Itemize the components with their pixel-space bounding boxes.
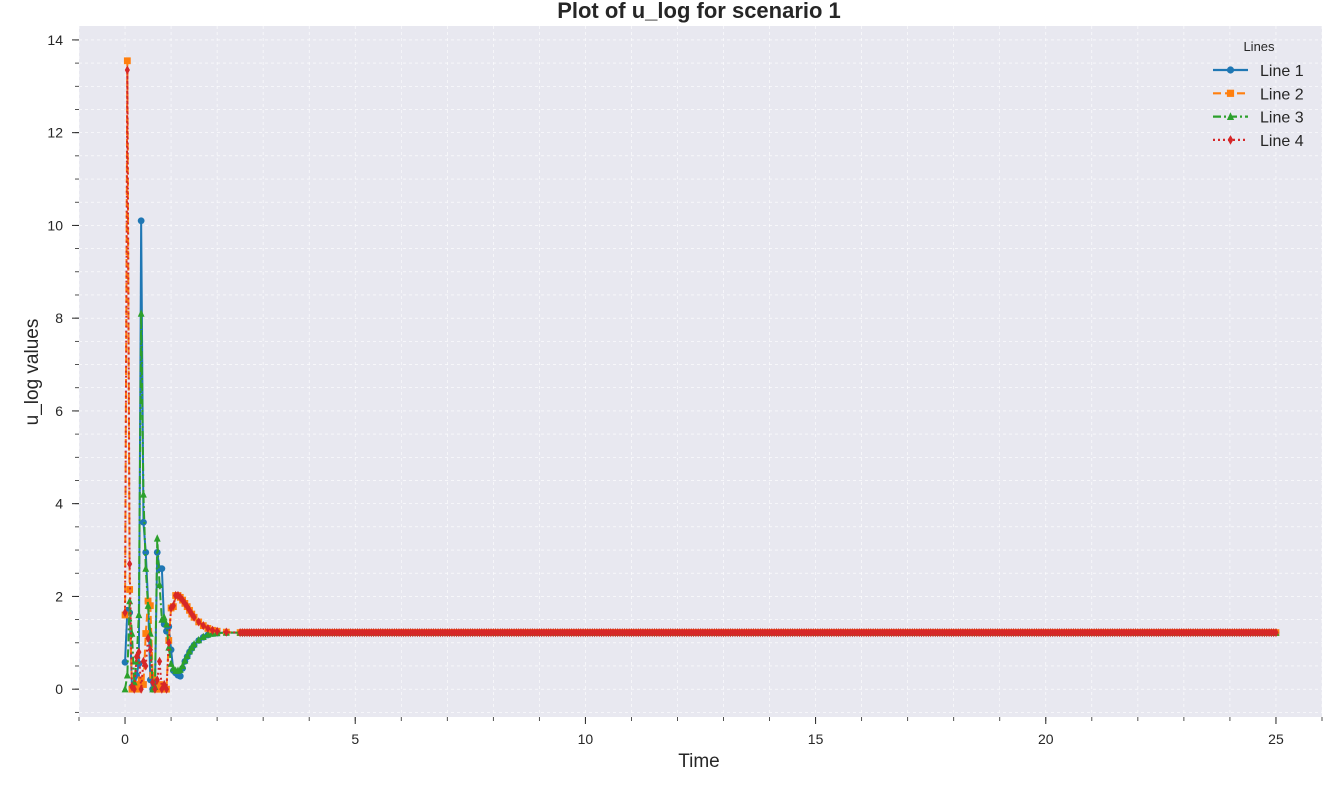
- data-point: [186, 646, 193, 655]
- data-point: [167, 659, 175, 667]
- data-point: [121, 658, 129, 666]
- data-point: [144, 601, 152, 609]
- data-point: [145, 633, 151, 643]
- data-point: [142, 548, 150, 556]
- data-point: [160, 613, 168, 621]
- legend-swatch-marker: [1227, 135, 1234, 145]
- legend-swatch-marker: [1226, 89, 1235, 97]
- legend-title: Lines: [1243, 39, 1275, 54]
- data-point: [156, 681, 163, 688]
- x-axis-label: Time: [678, 751, 720, 772]
- x-tick-label: 25: [1268, 731, 1284, 747]
- data-point: [199, 632, 207, 640]
- x-tick-label: 5: [351, 731, 359, 747]
- data-point: [184, 602, 190, 612]
- legend-label: Line 1: [1260, 63, 1304, 80]
- data-point: [179, 661, 186, 670]
- data-point: [205, 623, 211, 634]
- data-point: [142, 564, 150, 572]
- data-point: [176, 672, 184, 680]
- data-point: [127, 559, 133, 569]
- legend: Lines Line 1 Line 2 Line 3 Line 4: [1213, 39, 1304, 150]
- data-point: [170, 601, 176, 611]
- data-point: [168, 603, 174, 613]
- y-tick-label: 2: [55, 588, 63, 604]
- data-point: [142, 630, 150, 637]
- data-point: [135, 610, 143, 619]
- legend-label: Line 3: [1260, 110, 1304, 127]
- y-tick-label: 10: [47, 217, 63, 233]
- data-point: [156, 580, 163, 589]
- y-tick-label: 12: [47, 125, 63, 141]
- data-point: [195, 635, 203, 644]
- x-tick-label: 0: [121, 731, 129, 747]
- legend-item: Line 1: [1213, 63, 1304, 80]
- data-point: [122, 608, 128, 618]
- data-point: [123, 57, 131, 65]
- data-point: [137, 309, 145, 317]
- data-point: [133, 652, 140, 662]
- x-tick-label: 20: [1038, 731, 1054, 747]
- data-point: [179, 595, 186, 605]
- series-group: [121, 57, 1280, 694]
- data-point: [140, 681, 147, 688]
- chart-title: Plot of u_log for scenario 1: [557, 0, 841, 23]
- data-point: [128, 629, 136, 637]
- data-point: [163, 684, 170, 694]
- data-point: [138, 684, 144, 694]
- y-axis-label: u_log values: [22, 319, 43, 426]
- data-point: [140, 490, 147, 498]
- data-point: [124, 65, 130, 75]
- series-4: [122, 65, 1279, 694]
- x-tick-label: 10: [578, 731, 594, 747]
- legend-swatch-marker: [1226, 66, 1235, 74]
- legend-label: Line 4: [1260, 133, 1304, 150]
- data-point: [191, 612, 197, 622]
- data-point: [176, 665, 184, 673]
- axes: 0 5 10 15 20 25 0 2 4 6 8 10 12 14: [47, 32, 1323, 747]
- data-point: [136, 647, 142, 657]
- legend-item: Line 3: [1213, 110, 1304, 127]
- data-point: [158, 565, 166, 572]
- data-point: [209, 625, 216, 635]
- data-point: [163, 620, 170, 628]
- data-point: [152, 684, 158, 694]
- plot-area: [79, 26, 1322, 717]
- x-tick-label: 15: [808, 731, 824, 747]
- series-markers: [122, 65, 1279, 694]
- data-point: [121, 684, 129, 693]
- legend-label: Line 2: [1260, 86, 1304, 103]
- legend-item: Line 2: [1213, 86, 1304, 103]
- y-tick-label: 0: [55, 681, 63, 697]
- legend-item: Line 4: [1213, 133, 1304, 150]
- data-point: [1273, 627, 1279, 638]
- y-tick-label: 8: [55, 310, 63, 326]
- data-point: [126, 586, 134, 593]
- data-point: [146, 602, 154, 610]
- data-point: [200, 621, 206, 631]
- data-point: [214, 626, 220, 636]
- data-point: [156, 656, 163, 666]
- data-point: [137, 217, 145, 225]
- data-point: [150, 677, 156, 687]
- data-point: [143, 661, 149, 671]
- y-tick-label: 14: [47, 32, 63, 48]
- data-point: [181, 656, 189, 664]
- data-point: [126, 596, 134, 605]
- y-tick-label: 4: [55, 496, 63, 512]
- data-point: [166, 638, 172, 648]
- data-point: [147, 645, 153, 655]
- data-point: [131, 684, 137, 694]
- data-point: [123, 671, 131, 679]
- data-point: [144, 597, 152, 605]
- data-point: [223, 627, 229, 637]
- data-point: [190, 639, 198, 648]
- y-tick-label: 6: [55, 403, 63, 419]
- data-point: [183, 651, 191, 659]
- data-point: [154, 675, 160, 685]
- legend-swatch-marker: [1226, 112, 1235, 120]
- data-point: [196, 617, 202, 627]
- data-point: [153, 534, 161, 542]
